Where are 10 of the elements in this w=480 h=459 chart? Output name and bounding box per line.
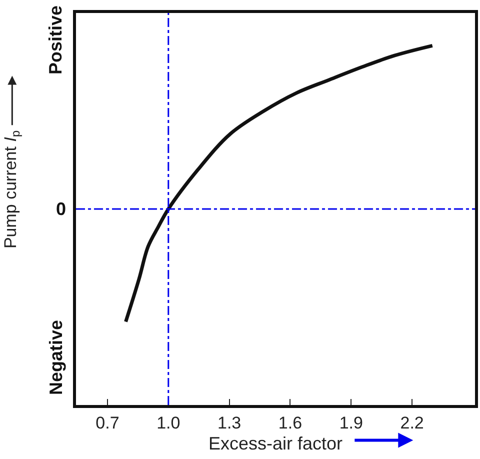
x-axis-title: Excess-air factor: [208, 434, 343, 454]
x-tick-label: 1.9: [339, 413, 363, 432]
x-tick-label: 1.6: [278, 413, 302, 432]
x-tick-label: 1.0: [156, 413, 180, 432]
x-tick-label: 2.2: [400, 413, 424, 432]
text: Positive: [46, 5, 66, 74]
x-tick-label: 0.7: [96, 413, 120, 432]
x-tick-label: 1.3: [217, 413, 242, 432]
ref-line-label: 0: [56, 199, 66, 219]
text: Negative: [46, 320, 66, 395]
